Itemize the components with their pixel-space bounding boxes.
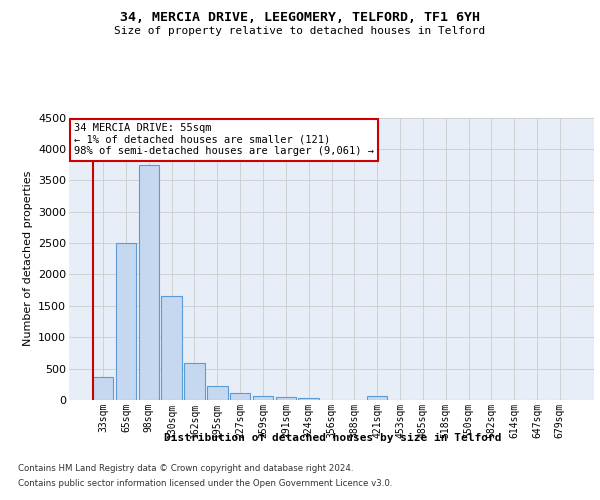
- Bar: [116, 243, 136, 400]
- Bar: [298, 398, 319, 400]
- Bar: [139, 164, 159, 400]
- Y-axis label: Number of detached properties: Number of detached properties: [23, 171, 32, 346]
- Text: 34 MERCIA DRIVE: 55sqm
← 1% of detached houses are smaller (121)
98% of semi-det: 34 MERCIA DRIVE: 55sqm ← 1% of detached …: [74, 123, 374, 156]
- Bar: [230, 393, 250, 400]
- Bar: [367, 396, 388, 400]
- Bar: [275, 397, 296, 400]
- Bar: [93, 377, 113, 400]
- Text: 34, MERCIA DRIVE, LEEGOMERY, TELFORD, TF1 6YH: 34, MERCIA DRIVE, LEEGOMERY, TELFORD, TF…: [120, 11, 480, 24]
- Text: Contains HM Land Registry data © Crown copyright and database right 2024.: Contains HM Land Registry data © Crown c…: [18, 464, 353, 473]
- Text: Contains public sector information licensed under the Open Government Licence v3: Contains public sector information licen…: [18, 478, 392, 488]
- Bar: [253, 396, 273, 400]
- Bar: [184, 363, 205, 400]
- Text: Distribution of detached houses by size in Telford: Distribution of detached houses by size …: [164, 432, 502, 442]
- Bar: [161, 296, 182, 400]
- Text: Size of property relative to detached houses in Telford: Size of property relative to detached ho…: [115, 26, 485, 36]
- Bar: [207, 386, 227, 400]
